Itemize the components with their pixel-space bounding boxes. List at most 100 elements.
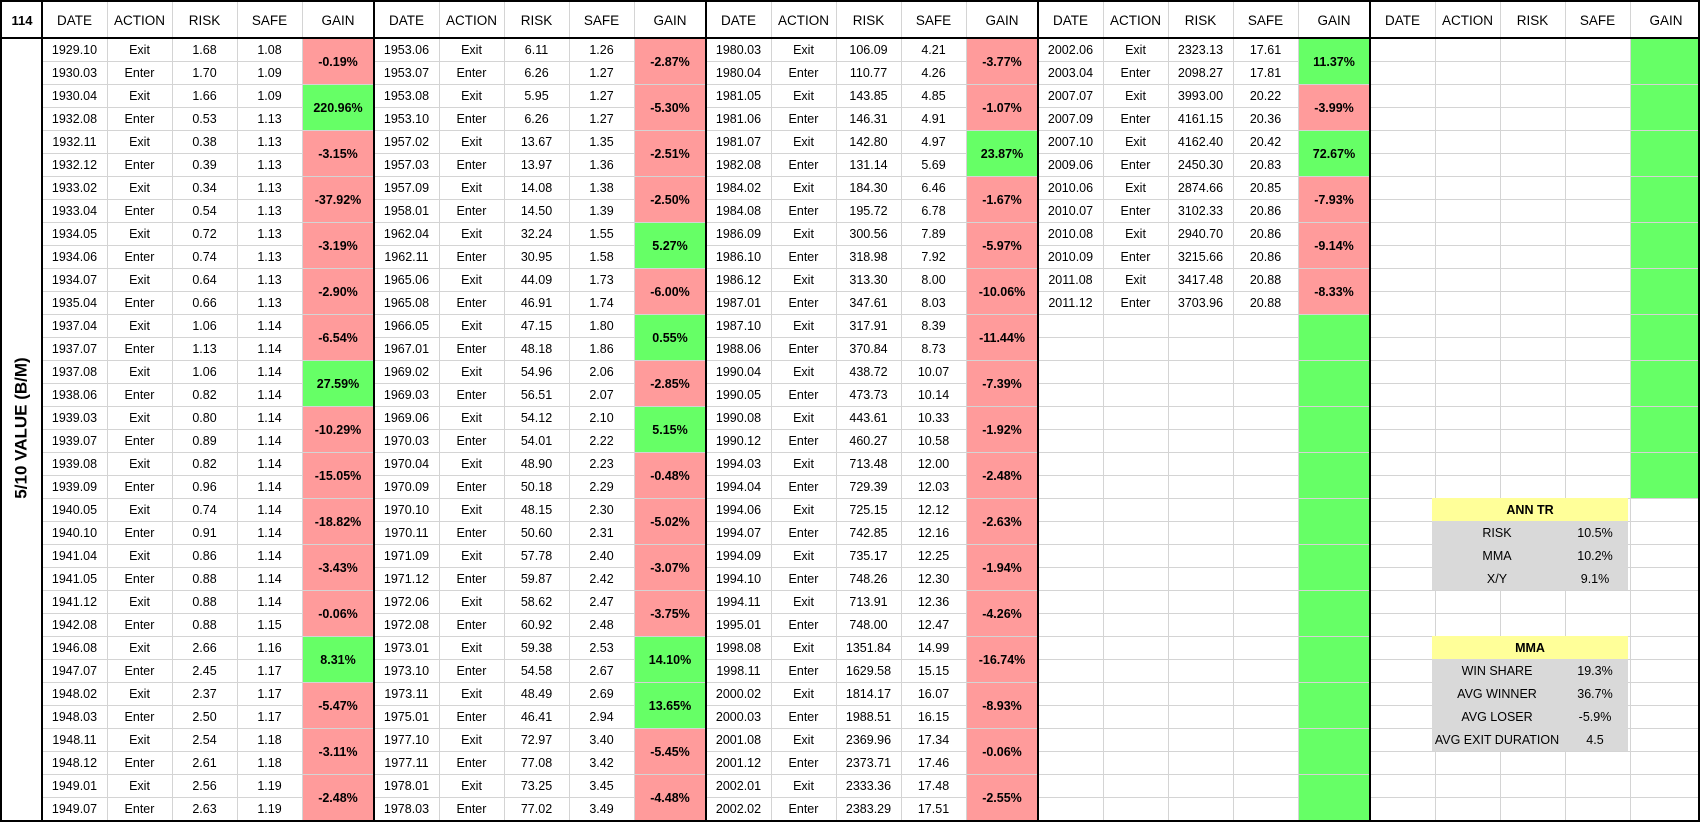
cell-date: 1994.06 — [715, 502, 762, 517]
cell-action: Enter — [1120, 157, 1151, 172]
cell-risk: 73.25 — [520, 778, 553, 793]
cell-date: 2002.02 — [715, 801, 762, 816]
grid-line — [42, 176, 1700, 177]
cell-safe: 1.39 — [589, 203, 614, 218]
column-header-risk: RISK — [520, 12, 553, 28]
cell-safe: 1.14 — [257, 525, 282, 540]
cell-risk: 1.66 — [192, 88, 217, 103]
cell-action: Enter — [788, 571, 819, 586]
cell-date: 1937.07 — [51, 341, 98, 356]
cell-safe: 4.97 — [921, 134, 946, 149]
cell-risk: 13.97 — [520, 157, 553, 172]
cell-date: 1994.03 — [715, 456, 762, 471]
gain-cell: -2.55% — [967, 775, 1037, 820]
cell-risk: 48.15 — [520, 502, 553, 517]
cell-date: 1990.12 — [715, 433, 762, 448]
cell-date: 1962.11 — [384, 249, 429, 264]
grid-line — [439, 2, 440, 820]
cell-safe: 12.16 — [917, 525, 950, 540]
cell-safe: 1.13 — [257, 111, 282, 126]
border — [1037, 0, 1039, 822]
gain-cell — [1631, 407, 1700, 452]
cell-action: Enter — [788, 755, 819, 770]
cell-date: 1970.03 — [383, 433, 430, 448]
cell-date: 1987.10 — [715, 318, 762, 333]
cell-risk: 30.95 — [520, 249, 553, 264]
cell-safe: 1.14 — [257, 410, 282, 425]
gain-cell: -7.93% — [1299, 177, 1369, 222]
cell-risk: 6.11 — [524, 42, 549, 57]
cell-date: 1990.08 — [715, 410, 762, 425]
cell-risk: 5.95 — [524, 88, 549, 103]
cell-risk: 443.61 — [849, 410, 888, 425]
cell-date: 1957.03 — [383, 157, 430, 172]
gain-cell: 27.59% — [303, 361, 373, 406]
cell-risk: 50.60 — [520, 525, 553, 540]
summary-value: 10.5% — [1562, 521, 1628, 544]
gain-cell: -2.48% — [303, 775, 373, 820]
cell-risk: 370.84 — [849, 341, 888, 356]
column-header-safe: SAFE — [583, 12, 620, 28]
gain-cell: -2.87% — [635, 39, 705, 84]
cell-risk: 56.51 — [520, 387, 553, 402]
cell-action: Enter — [456, 479, 487, 494]
cell-action: Exit — [461, 272, 482, 287]
grid-line — [42, 728, 1700, 729]
cell-safe: 15.15 — [917, 663, 950, 678]
cell-date: 1942.08 — [51, 617, 98, 632]
cell-date: 1973.10 — [383, 663, 430, 678]
gain-cell: -3.19% — [303, 223, 373, 268]
cell-date: 1958.01 — [383, 203, 430, 218]
cell-action: Exit — [461, 42, 482, 57]
gain-cell: -7.39% — [967, 361, 1037, 406]
cell-action: Enter — [124, 157, 155, 172]
cell-date: 1962.04 — [383, 226, 430, 241]
cell-risk: 2383.29 — [845, 801, 892, 816]
cell-date: 1994.04 — [715, 479, 762, 494]
gain-cell: -2.51% — [635, 131, 705, 176]
cell-safe: 1.13 — [257, 226, 282, 241]
cell-safe: 1.14 — [257, 502, 282, 517]
cell-safe: 3.49 — [589, 801, 614, 816]
cell-risk: 1.13 — [192, 341, 217, 356]
summary-value: 10.2% — [1562, 544, 1628, 567]
gain-cell — [1299, 407, 1369, 452]
cell-risk: 59.87 — [520, 571, 553, 586]
gain-cell: -2.90% — [303, 269, 373, 314]
cell-action: Exit — [793, 88, 814, 103]
summary-value: 4.5 — [1562, 728, 1628, 751]
cell-date: 2011.08 — [1048, 272, 1093, 287]
cell-action: Exit — [1125, 134, 1146, 149]
gain-cell — [1299, 729, 1369, 774]
gain-cell — [1299, 545, 1369, 590]
cell-date: 1948.12 — [51, 755, 98, 770]
cell-date: 1938.06 — [51, 387, 98, 402]
cell-action: Exit — [129, 364, 150, 379]
cell-safe: 2.10 — [589, 410, 614, 425]
grid-line — [42, 245, 1700, 246]
cell-safe: 1.35 — [589, 134, 614, 149]
cell-date: 1981.05 — [715, 88, 762, 103]
cell-action: Exit — [461, 548, 482, 563]
gain-cell: 220.96% — [303, 85, 373, 130]
cell-action: Exit — [1125, 226, 1146, 241]
column-header-gain: GAIN — [653, 12, 687, 28]
cell-safe: 3.42 — [589, 755, 614, 770]
cell-risk: 473.73 — [849, 387, 888, 402]
cell-date: 1969.06 — [383, 410, 430, 425]
grid-line — [634, 2, 635, 820]
cell-safe: 4.85 — [921, 88, 946, 103]
gain-cell: -0.19% — [303, 39, 373, 84]
grid-line — [569, 2, 570, 820]
cell-date: 1980.04 — [715, 65, 762, 80]
cell-risk: 44.09 — [520, 272, 553, 287]
cell-date: 1932.11 — [52, 134, 97, 149]
column-header-date: DATE — [56, 12, 92, 28]
grid-line — [237, 2, 238, 820]
cell-safe: 4.26 — [921, 65, 946, 80]
gain-cell — [1631, 361, 1700, 406]
cell-risk: 318.98 — [849, 249, 888, 264]
gain-cell: -3.75% — [635, 591, 705, 636]
cell-risk: 3417.48 — [1177, 272, 1224, 287]
cell-risk: 0.86 — [192, 548, 217, 563]
